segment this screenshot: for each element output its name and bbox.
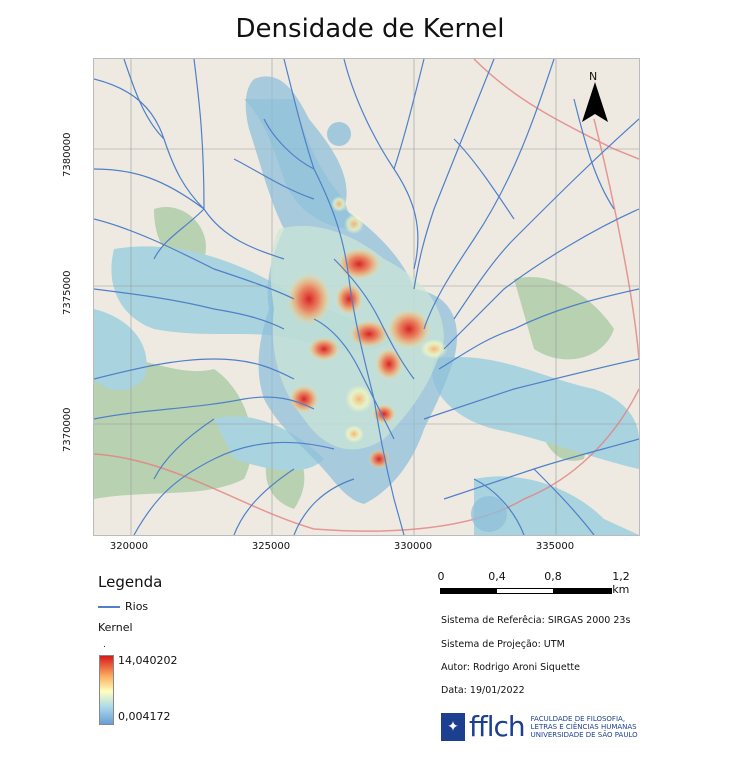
logo-line-2: LETRAS E CIÊNCIAS HUMANAS — [530, 723, 637, 731]
kernel-min-value: 0,004172 — [118, 710, 171, 723]
scale-label-08: 0,8 — [544, 570, 562, 583]
x-tick-335000: 335000 — [535, 541, 575, 552]
legend-rios-label: Rios — [125, 600, 149, 613]
north-label: N — [589, 70, 598, 83]
logo-line-3: UNIVERSIDADE DE SÃO PAULO — [530, 731, 638, 739]
kernel-max-value: 14,040202 — [118, 654, 178, 667]
x-tick-320000: 320000 — [109, 541, 149, 552]
legend-kernel-dot: . — [103, 640, 106, 650]
roads — [94, 59, 639, 532]
logo-line-1: FACULDADE DE FILOSOFIA, — [530, 715, 626, 723]
fflch-emblem-icon: ✦ — [441, 713, 465, 741]
x-tick-325000: 325000 — [251, 541, 291, 552]
logo-subtitle: FACULDADE DE FILOSOFIA, LETRAS E CIÊNCIA… — [531, 715, 638, 739]
legend-title: Legenda — [98, 573, 163, 591]
projection-text: Sistema de Projeção: UTM — [441, 639, 565, 650]
author-text: Autor: Rodrigo Aroni Siquette — [441, 662, 580, 673]
scale-label-12km: 1,2 km — [612, 570, 630, 596]
y-tick-7375000: 7375000 — [62, 270, 73, 315]
logo-word: fflch — [469, 710, 526, 743]
scale-label-04: 0,4 — [488, 570, 506, 583]
scale-label-0: 0 — [437, 570, 445, 583]
river-line-symbol — [98, 605, 120, 608]
map-title: Densidade de Kernel — [235, 14, 505, 44]
kernel-density-layer — [245, 76, 507, 532]
fflch-logo: ✦ fflch FACULDADE DE FILOSOFIA, LETRAS E… — [441, 713, 638, 741]
legend-item-rios: Rios — [98, 600, 148, 613]
map-frame[interactable] — [93, 58, 640, 536]
map-canvas[interactable] — [94, 59, 639, 535]
date-text: Data: 19/01/2022 — [441, 685, 525, 696]
x-tick-330000: 330000 — [393, 541, 433, 552]
y-tick-7370000: 7370000 — [62, 407, 73, 452]
north-arrow-icon — [582, 82, 608, 122]
crs-text: Sistema de Referêcia: SIRGAS 2000 23s — [441, 615, 631, 626]
rivers — [94, 59, 639, 535]
y-tick-7380000: 7380000 — [62, 132, 73, 177]
legend-kernel-label: Kernel — [98, 621, 133, 634]
kernel-color-ramp — [99, 655, 114, 725]
